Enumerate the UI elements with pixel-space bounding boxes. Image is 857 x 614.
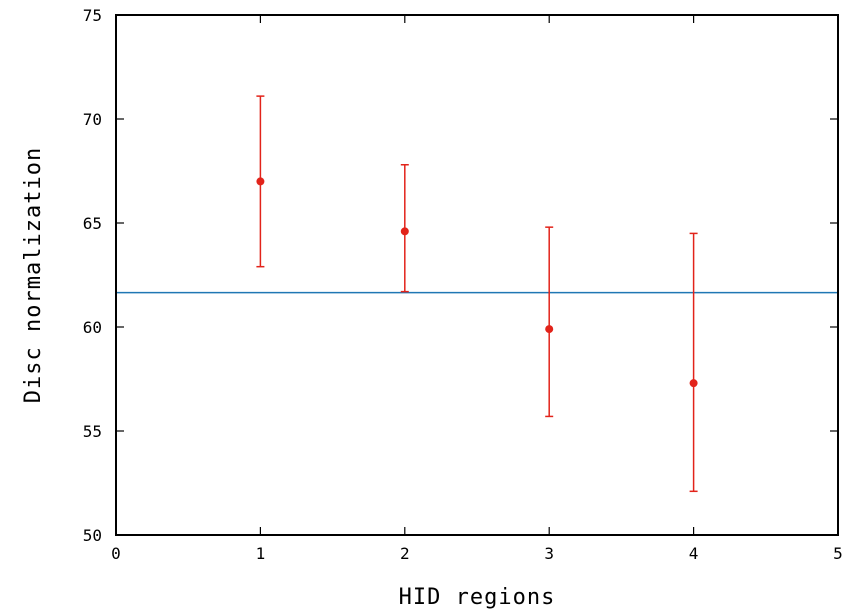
x-tick-label: 4 (689, 544, 699, 563)
y-tick-label: 60 (83, 318, 102, 337)
data-point (545, 325, 554, 334)
data-point (689, 379, 698, 388)
data-point (256, 177, 265, 186)
x-tick-label: 1 (256, 544, 266, 563)
x-axis-title: HID regions (399, 585, 556, 610)
x-tick-label: 5 (833, 544, 843, 563)
x-tick-label: 0 (111, 544, 121, 563)
y-tick-label: 65 (83, 214, 102, 233)
y-tick-label: 50 (83, 526, 102, 545)
x-tick-label: 3 (544, 544, 554, 563)
plot-area (116, 95, 838, 493)
x-tick-label: 2 (400, 544, 410, 563)
data-point (400, 227, 409, 236)
plot-frame (115, 14, 839, 536)
y-tick-label: 70 (83, 110, 102, 129)
y-axis-title: Disc normalization (21, 147, 46, 403)
y-tick-label: 55 (83, 422, 102, 441)
y-tick-label: 75 (83, 6, 102, 25)
